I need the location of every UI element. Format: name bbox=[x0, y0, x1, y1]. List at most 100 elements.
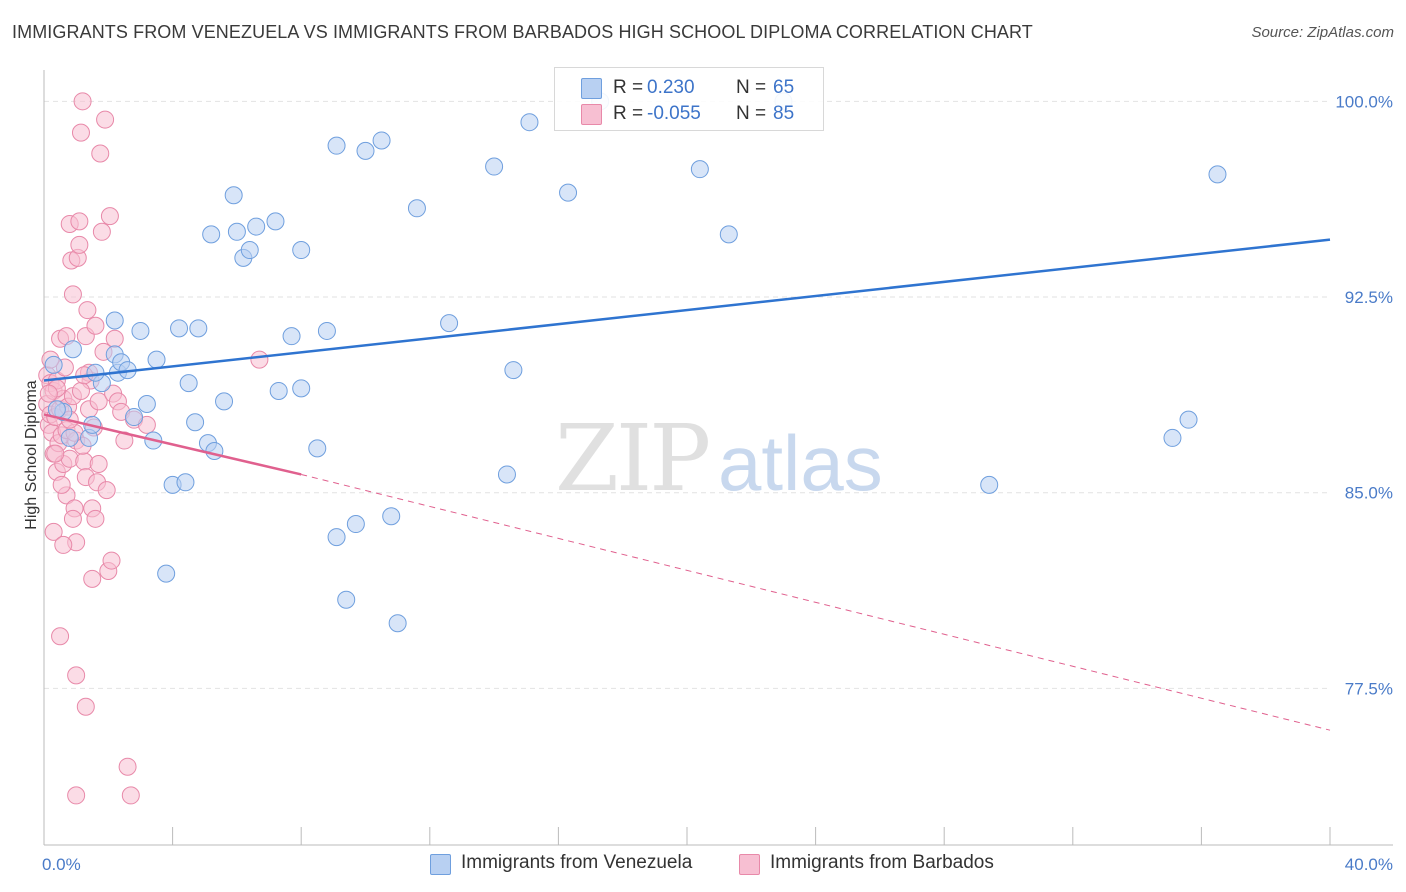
watermark: ZIP atlas bbox=[555, 405, 883, 512]
r-value: -0.055 bbox=[647, 103, 701, 124]
venezuela-point bbox=[356, 141, 375, 160]
venezuela-point bbox=[176, 473, 195, 492]
venezuela-point bbox=[382, 507, 401, 526]
venezuela-point bbox=[240, 241, 259, 260]
venezuela-point bbox=[1163, 428, 1182, 447]
barbados-point bbox=[102, 551, 121, 570]
barbados-point bbox=[91, 144, 110, 163]
tick-labels: 100.0% 92.5% 85.0% 77.5% 0.0% 40.0% bbox=[42, 92, 1393, 874]
venezuela-point bbox=[179, 374, 198, 393]
watermark-zip: ZIP bbox=[555, 405, 708, 512]
venezuela-point bbox=[224, 186, 243, 205]
venezuela-point bbox=[86, 363, 105, 382]
venezuela-point bbox=[186, 413, 205, 432]
barbados-trend-line bbox=[43, 413, 302, 476]
venezuela-point bbox=[317, 321, 336, 340]
barbados-point bbox=[83, 569, 102, 588]
venezuela-point bbox=[282, 327, 301, 346]
venezuela-point bbox=[327, 136, 346, 155]
x-tick-label: 0.0% bbox=[42, 855, 81, 874]
venezuela-point bbox=[125, 408, 144, 427]
barbados-point bbox=[67, 666, 86, 685]
r-value: 0.230 bbox=[647, 77, 695, 98]
barbados-point bbox=[89, 455, 108, 474]
y-axis-label: High School Diploma bbox=[23, 380, 40, 530]
barbados-point bbox=[100, 207, 119, 226]
barbados-point bbox=[86, 316, 105, 335]
venezuela-point bbox=[202, 225, 221, 244]
barbados-point bbox=[67, 786, 86, 805]
venezuela-points bbox=[44, 92, 1227, 633]
chart-source: Source: ZipAtlas.com bbox=[1251, 24, 1394, 41]
venezuela-point bbox=[440, 314, 459, 333]
venezuela-point bbox=[520, 113, 539, 132]
venezuela-point bbox=[157, 564, 176, 583]
venezuela-point bbox=[388, 614, 407, 633]
venezuela-point bbox=[407, 199, 426, 218]
x-tick-label: 40.0% bbox=[1345, 855, 1393, 874]
barbados-point bbox=[121, 786, 140, 805]
barbados-point bbox=[51, 627, 70, 646]
y-tick-label: 77.5% bbox=[1345, 679, 1393, 698]
n-label: N = bbox=[736, 103, 767, 124]
barbados-point bbox=[46, 444, 65, 463]
y-tick-label: 100.0% bbox=[1335, 92, 1393, 111]
barbados-point bbox=[52, 475, 71, 494]
barbados-legend-label: Immigrants from Barbados bbox=[770, 852, 994, 873]
watermark-atlas: atlas bbox=[718, 419, 883, 507]
n-value: 85 bbox=[773, 103, 795, 124]
n-label: N = bbox=[736, 77, 767, 98]
barbados-point bbox=[92, 222, 111, 241]
barbados-point bbox=[96, 110, 115, 129]
venezuela-point bbox=[719, 225, 738, 244]
venezuela-legend-label: Immigrants from Venezuela bbox=[461, 852, 693, 873]
axes bbox=[43, 70, 1393, 846]
venezuela-point bbox=[292, 241, 311, 260]
venezuela-point bbox=[690, 160, 709, 179]
barbados-point bbox=[70, 212, 89, 231]
barbados-point bbox=[250, 350, 269, 369]
venezuela-point bbox=[215, 392, 234, 411]
venezuela-point bbox=[308, 439, 327, 458]
venezuela-point bbox=[227, 222, 246, 241]
barbados-point bbox=[70, 235, 89, 254]
venezuela-point bbox=[485, 157, 504, 176]
barbados-legend-swatch bbox=[739, 854, 760, 875]
venezuela-point bbox=[337, 590, 356, 609]
n-value: 65 bbox=[773, 77, 795, 98]
venezuela-trend-line bbox=[43, 238, 1331, 382]
venezuela-point bbox=[292, 379, 311, 398]
venezuela-point bbox=[266, 212, 285, 231]
venezuela-point bbox=[63, 340, 82, 359]
barbados-point bbox=[71, 123, 90, 142]
venezuela-swatch bbox=[581, 78, 602, 99]
venezuela-point bbox=[137, 395, 156, 414]
venezuela-point bbox=[269, 381, 288, 400]
barbados-trend-extension bbox=[301, 473, 1331, 731]
venezuela-point bbox=[189, 319, 208, 338]
y-tick-label: 85.0% bbox=[1345, 484, 1393, 503]
barbados-point bbox=[118, 757, 137, 776]
venezuela-point bbox=[44, 355, 63, 374]
chart-title: IMMIGRANTS FROM VENEZUELA VS IMMIGRANTS … bbox=[12, 22, 1033, 42]
venezuela-point bbox=[559, 183, 578, 202]
venezuela-point bbox=[1179, 410, 1198, 429]
venezuela-point bbox=[372, 131, 391, 150]
barbados-point bbox=[78, 301, 97, 320]
trend-lines bbox=[43, 238, 1331, 731]
venezuela-point bbox=[346, 515, 365, 534]
barbados-swatch bbox=[581, 104, 602, 125]
correlation-legend: R = 0.230 N = 65 R = -0.055 N = 85 bbox=[554, 67, 824, 131]
barbados-point bbox=[73, 92, 92, 111]
barbados-point bbox=[89, 392, 108, 411]
barbados-point bbox=[63, 285, 82, 304]
venezuela-point bbox=[105, 311, 124, 330]
r-label: R = bbox=[613, 103, 644, 124]
venezuela-point bbox=[327, 528, 346, 547]
barbados-point bbox=[76, 697, 95, 716]
venezuela-point bbox=[205, 441, 224, 460]
venezuela-point bbox=[247, 217, 266, 236]
venezuela-point bbox=[170, 319, 189, 338]
barbados-point bbox=[44, 522, 63, 541]
